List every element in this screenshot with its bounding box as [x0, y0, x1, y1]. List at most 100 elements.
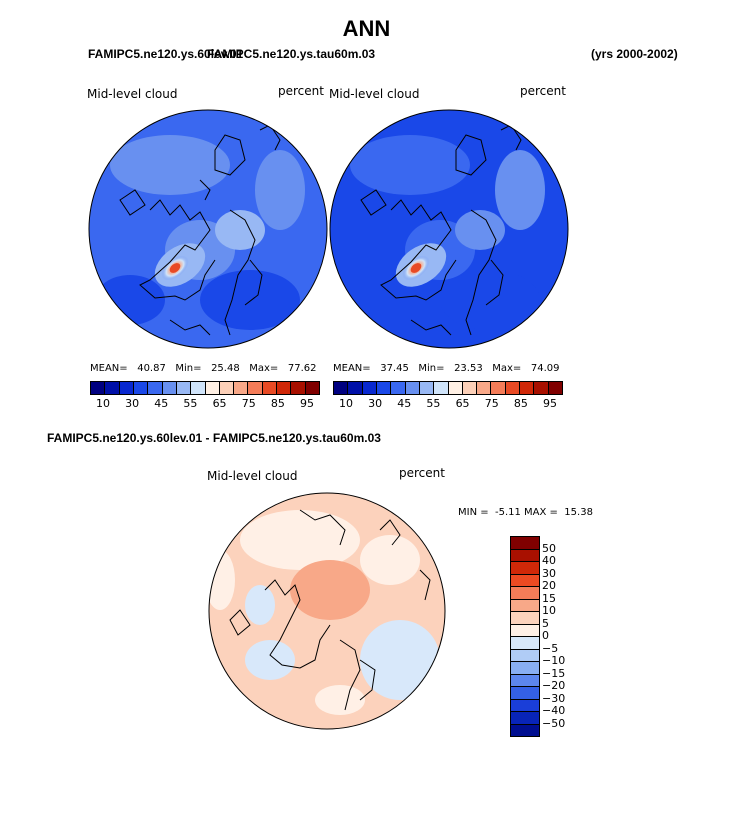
- diff-min-label: MIN =: [458, 507, 489, 518]
- colorbar-swatch: [511, 724, 539, 736]
- panel2-coastlines: [360, 124, 522, 336]
- colorbar-swatch: [148, 382, 163, 394]
- colorbar-swatch: [334, 382, 349, 394]
- case-b-name: FAMIPC5.ne120.ys.tau60m.03: [207, 47, 376, 61]
- colorbar-tick: −5: [542, 641, 559, 655]
- years-label: (yrs 2000-2002): [591, 47, 678, 61]
- panel1-map: [89, 110, 327, 348]
- colorbar-swatch: [511, 587, 539, 600]
- colorbar-tick: −50: [542, 716, 566, 730]
- panel1-min: 25.48: [211, 363, 240, 374]
- colorbar-swatch: [248, 382, 263, 394]
- colorbar-swatch: [391, 382, 406, 394]
- panel1-mean-label: MEAN=: [90, 363, 128, 374]
- panel2-min-label: Min=: [418, 363, 445, 374]
- panel1-max: 77.62: [287, 363, 317, 374]
- colorbar-swatch: [462, 382, 478, 394]
- panel2-mean: 37.45: [380, 363, 409, 374]
- colorbar-tick: 10: [339, 397, 353, 410]
- panel2-max-label: Max=: [492, 363, 522, 374]
- panel2-colorbar-swatches: [333, 381, 563, 395]
- colorbar-swatch: [305, 382, 319, 394]
- panel1-min-label: Min=: [175, 363, 202, 374]
- colorbar-swatch: [548, 382, 562, 394]
- colorbar-tick: 30: [125, 397, 140, 410]
- panel1-colorbar: 10 30 45 55 65 75 85 95: [90, 381, 320, 410]
- colorbar-tick: 65: [455, 397, 470, 410]
- colorbar-tick: 30: [368, 397, 383, 410]
- diff-variable: Mid-level cloud: [207, 469, 298, 483]
- colorbar-swatch: [262, 382, 278, 394]
- colorbar-swatch: [505, 382, 521, 394]
- colorbar-swatch: [434, 382, 449, 394]
- colorbar-tick: 40: [542, 554, 556, 567]
- colorbar-swatch: [511, 662, 539, 675]
- colorbar-tick: 75: [241, 397, 256, 410]
- colorbar-swatch: [219, 382, 235, 394]
- colorbar-tick: 15: [542, 591, 556, 605]
- colorbar-swatch: [91, 382, 106, 394]
- colorbar-tick: 55: [183, 397, 198, 410]
- colorbar-tick: 45: [154, 397, 169, 410]
- colorbar-tick: 65: [212, 397, 227, 410]
- panel2-colorbar: 10 30 45 55 65 75 85 95: [333, 381, 563, 410]
- colorbar-swatch: [511, 537, 539, 550]
- colorbar-swatch: [491, 382, 506, 394]
- panel2-max: 74.09: [530, 363, 560, 374]
- colorbar-tick: 85: [270, 397, 285, 410]
- colorbar-swatch: [448, 382, 463, 394]
- diff-header: FAMIPC5.ne120.ys.60lev.01 - FAMIPC5.ne12…: [47, 431, 381, 445]
- panel2-min: 23.53: [454, 363, 483, 374]
- colorbar-swatch: [133, 382, 149, 394]
- colorbar-tick: 30: [542, 566, 556, 580]
- colorbar-tick: −20: [542, 679, 566, 692]
- panel1-coastlines: [119, 124, 281, 336]
- colorbar-tick: 50: [542, 541, 556, 555]
- panel1-colorbar-swatches: [90, 381, 320, 395]
- colorbar-swatch: [511, 674, 539, 687]
- colorbar-tick: 10: [542, 604, 556, 617]
- colorbar-swatch: [511, 624, 539, 637]
- colorbar-tick: −30: [542, 691, 566, 705]
- colorbar-swatch: [291, 382, 306, 394]
- colorbar-tick: 20: [542, 579, 556, 592]
- colorbar-swatch: [511, 612, 539, 625]
- panel2-variable: Mid-level cloud: [329, 87, 420, 101]
- colorbar-tick: 95: [299, 397, 314, 410]
- colorbar-tick: −10: [542, 654, 566, 667]
- panel2-units: percent: [520, 84, 566, 98]
- colorbar-swatch: [511, 687, 539, 700]
- colorbar-swatch: [191, 382, 206, 394]
- colorbar-swatch: [477, 382, 492, 394]
- colorbar-swatch: [348, 382, 363, 394]
- colorbar-swatch: [419, 382, 435, 394]
- diff-units: percent: [399, 466, 445, 480]
- colorbar-swatch: [511, 699, 539, 712]
- colorbar-tick: 0: [542, 629, 549, 642]
- colorbar-swatch: [511, 549, 539, 562]
- colorbar-swatch: [234, 382, 249, 394]
- case-a-name: FAMIPC5.ne120.ys.60lev.01: [88, 47, 244, 61]
- colorbar-tick: −40: [542, 704, 566, 717]
- colorbar-swatch: [511, 649, 539, 662]
- colorbar-swatch: [376, 382, 392, 394]
- colorbar-swatch: [119, 382, 134, 394]
- diff-max: 15.38: [564, 507, 593, 518]
- colorbar-swatch: [511, 637, 539, 650]
- colorbar-tick: 75: [484, 397, 499, 410]
- panel1-colorbar-ticks: 10 30 45 55 65 75 85 95: [90, 397, 320, 410]
- diff-stats: MIN = -5.11 MAX = 15.38: [458, 507, 593, 518]
- panel1-variable: Mid-level cloud: [87, 87, 178, 101]
- colorbar-swatch: [520, 382, 535, 394]
- diff-colorbar: [510, 536, 540, 737]
- colorbar-tick: 45: [397, 397, 412, 410]
- colorbar-tick: 10: [96, 397, 110, 410]
- panel2-colorbar-ticks: 10 30 45 55 65 75 85 95: [333, 397, 563, 410]
- colorbar-swatch: [534, 382, 549, 394]
- colorbar-swatch: [277, 382, 292, 394]
- panel2-map: [330, 110, 568, 348]
- colorbar-tick: 55: [426, 397, 441, 410]
- colorbar-swatch: [162, 382, 177, 394]
- colorbar-tick: −15: [542, 666, 566, 680]
